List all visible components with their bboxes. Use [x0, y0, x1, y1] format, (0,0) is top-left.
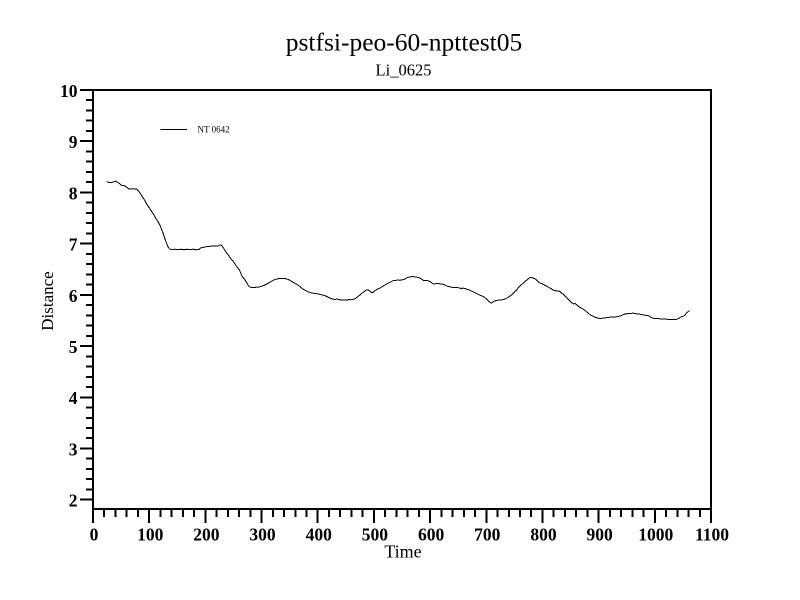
svg-text:NT 0642: NT 0642 [198, 125, 230, 135]
svg-text:100: 100 [137, 525, 164, 545]
svg-text:2: 2 [69, 491, 78, 511]
svg-text:9: 9 [69, 132, 78, 152]
svg-text:7: 7 [69, 235, 78, 255]
svg-text:900: 900 [586, 525, 613, 545]
svg-text:0: 0 [90, 525, 99, 545]
svg-text:600: 600 [418, 525, 445, 545]
svg-text:700: 700 [474, 525, 501, 545]
svg-text:200: 200 [193, 525, 220, 545]
svg-text:8: 8 [69, 183, 78, 203]
svg-text:5: 5 [69, 337, 78, 357]
svg-text:800: 800 [530, 525, 557, 545]
svg-text:10: 10 [60, 81, 78, 101]
svg-text:1000: 1000 [638, 525, 673, 545]
svg-text:1100: 1100 [695, 525, 729, 545]
svg-text:6: 6 [69, 286, 78, 306]
svg-text:Time: Time [384, 542, 421, 562]
svg-text:4: 4 [69, 388, 78, 408]
svg-text:400: 400 [306, 525, 333, 545]
svg-text:300: 300 [249, 525, 276, 545]
svg-text:Distance: Distance [38, 271, 57, 330]
svg-text:500: 500 [362, 525, 389, 545]
svg-text:pstfsi-peo-60-npttest05: pstfsi-peo-60-npttest05 [286, 27, 523, 56]
svg-text:Li_0625: Li_0625 [376, 61, 432, 80]
svg-text:3: 3 [69, 439, 78, 459]
